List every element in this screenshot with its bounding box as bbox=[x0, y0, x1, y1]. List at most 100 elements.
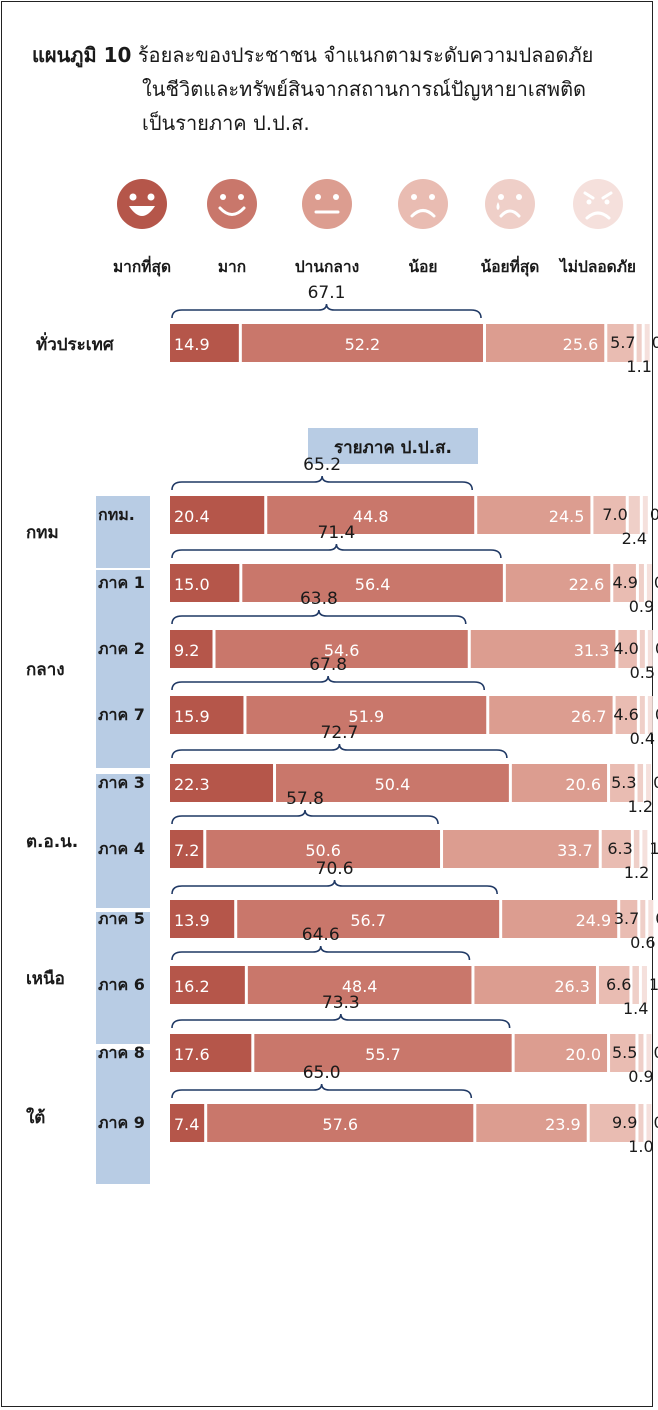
row-label: ภาค 9 bbox=[98, 1113, 145, 1132]
data-label: 6.6 bbox=[606, 975, 631, 994]
face-eye bbox=[411, 194, 417, 200]
face-eye bbox=[429, 194, 435, 200]
brace bbox=[171, 675, 486, 691]
face-brow bbox=[601, 191, 613, 200]
legend-label: มาก bbox=[218, 258, 246, 276]
combined-label: 67.8 bbox=[309, 655, 347, 675]
data-label: 33.7 bbox=[557, 841, 593, 860]
bar-segment bbox=[646, 1034, 652, 1072]
bar-segment bbox=[640, 900, 646, 938]
bar-segment bbox=[170, 324, 239, 362]
bar-segment bbox=[476, 1104, 587, 1142]
data-label: 0.2 bbox=[653, 1113, 658, 1132]
row-label: ภาค 1 bbox=[98, 573, 145, 592]
data-label: 3.7 bbox=[614, 909, 639, 928]
bar-row: 9.2 54.6 31.34.0 0.5 0.4 63.8 bbox=[170, 589, 658, 682]
sad-face-icon bbox=[398, 179, 448, 229]
data-label: 0.6 bbox=[630, 933, 655, 952]
bar-segment bbox=[637, 764, 644, 802]
data-label: 4.0 bbox=[613, 639, 638, 658]
bar-segment bbox=[443, 830, 599, 868]
face-circle bbox=[302, 179, 352, 229]
data-label: 4.9 bbox=[612, 573, 637, 592]
section-label-box bbox=[308, 428, 478, 464]
bar-segment bbox=[170, 496, 265, 534]
face-circle bbox=[117, 179, 167, 229]
face-eye bbox=[220, 194, 226, 200]
legend-label: ปานกลาง bbox=[295, 258, 359, 276]
angry-face-icon bbox=[573, 179, 623, 229]
bar-segment bbox=[641, 966, 647, 1004]
group-label: ต.อ.น. bbox=[26, 832, 78, 852]
brace bbox=[171, 303, 482, 319]
bar-segment bbox=[647, 696, 653, 734]
region-box bbox=[96, 570, 150, 768]
chart-number: แผนภูมิ 10 bbox=[32, 43, 132, 67]
data-label: 13.9 bbox=[174, 911, 210, 930]
data-label: 1.1 bbox=[649, 975, 658, 994]
bar-segment bbox=[647, 630, 653, 668]
data-label: 52.2 bbox=[345, 335, 381, 354]
data-label: 15.0 bbox=[174, 575, 210, 594]
bar-segment bbox=[470, 630, 616, 668]
bar-segment bbox=[170, 900, 235, 938]
face-mouth bbox=[129, 206, 155, 216]
neutral-face-icon bbox=[302, 179, 352, 229]
face-brow bbox=[583, 191, 595, 200]
bar-segment bbox=[246, 696, 487, 734]
face-eye bbox=[586, 199, 592, 205]
face-eye bbox=[333, 194, 339, 200]
bar-segment bbox=[206, 830, 441, 868]
bar-segment bbox=[610, 764, 635, 802]
bar-segment bbox=[170, 1034, 252, 1072]
data-label: 9.2 bbox=[174, 641, 199, 660]
data-label: 25.6 bbox=[563, 335, 599, 354]
bar-row: 16.2 48.4 26.3 6.6 1.41.1 64.6 bbox=[170, 925, 658, 1018]
data-label: 50.6 bbox=[305, 841, 341, 860]
data-label: 7.4 bbox=[174, 1115, 199, 1134]
bar-segment bbox=[242, 564, 503, 602]
data-label: 9.9 bbox=[612, 1113, 637, 1132]
region-box bbox=[96, 1050, 150, 1184]
face-circle bbox=[573, 179, 623, 229]
data-label: 0.9 bbox=[650, 505, 658, 524]
data-label: 56.7 bbox=[350, 911, 386, 930]
brace bbox=[171, 1083, 473, 1099]
combined-label: 72.7 bbox=[321, 723, 359, 743]
data-label: 48.4 bbox=[342, 977, 378, 996]
row-label: ภาค 6 bbox=[98, 975, 145, 994]
brace bbox=[171, 809, 439, 825]
bar-segment bbox=[646, 1104, 652, 1142]
data-label: 5.3 bbox=[611, 773, 636, 792]
bar-segment bbox=[598, 966, 630, 1004]
data-label: 0.4 bbox=[630, 729, 655, 748]
data-label: 51.9 bbox=[349, 707, 385, 726]
data-label: 1.2 bbox=[628, 797, 653, 816]
brace bbox=[171, 945, 471, 961]
face-eye bbox=[147, 193, 155, 201]
bar-row: 7.250.633.76.31.21.057.8 bbox=[170, 789, 658, 882]
data-label: 0.5 bbox=[652, 333, 658, 352]
region-box bbox=[96, 912, 150, 1044]
data-label: 31.3 bbox=[574, 641, 610, 660]
row-label: กทม. bbox=[98, 505, 135, 524]
bar-row: 17.6 55.7 20.0 5.5 0.90.3 73.3 bbox=[170, 993, 658, 1086]
bar-segment bbox=[502, 900, 618, 938]
bar-segment bbox=[474, 966, 596, 1004]
legend-label: มากที่สุด bbox=[113, 255, 171, 277]
data-label: 20.0 bbox=[565, 1045, 601, 1064]
data-label: 17.6 bbox=[174, 1045, 210, 1064]
group-label: ใต้ bbox=[26, 1107, 45, 1128]
laughing-face-icon bbox=[117, 179, 167, 229]
group-label: ทั่วประเทศ bbox=[36, 332, 115, 355]
data-label: 26.3 bbox=[554, 977, 590, 996]
legend-label: ไม่ปลอดภัย bbox=[558, 257, 636, 276]
face-eye bbox=[315, 194, 321, 200]
bar-segment bbox=[170, 564, 240, 602]
bar-row: 15.0 56.4 22.6 4.9 0.9 0.2 71.4 bbox=[170, 523, 658, 616]
face-mouth bbox=[585, 211, 611, 220]
bar-segment bbox=[620, 900, 638, 938]
row-label: ภาค 4 bbox=[98, 839, 145, 858]
bar-segment bbox=[489, 696, 613, 734]
